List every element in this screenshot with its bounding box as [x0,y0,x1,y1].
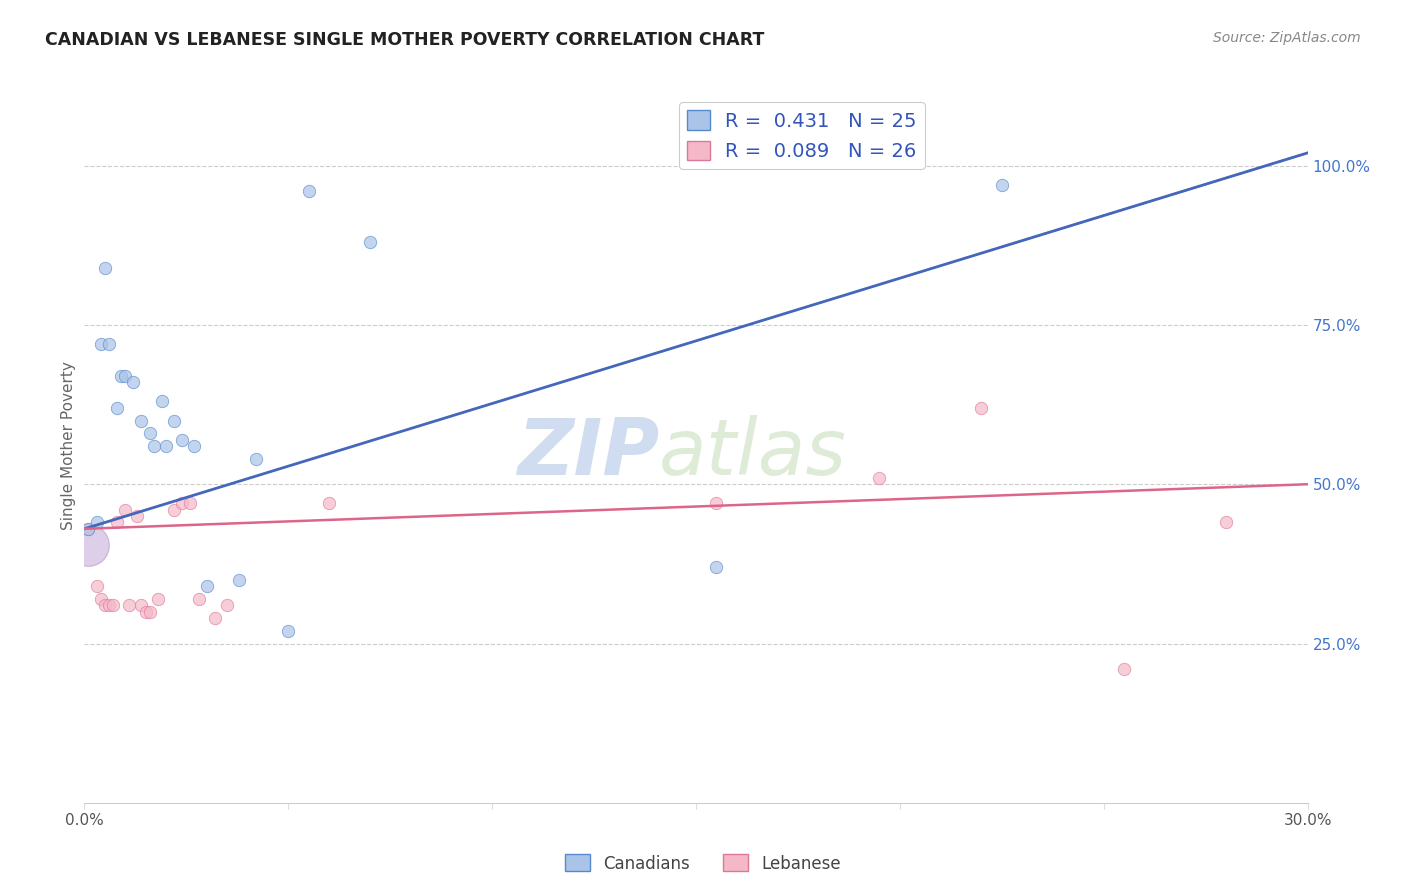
Point [150,394,173,409]
Point [146,591,169,606]
Point [277,624,299,638]
Point [991,178,1014,192]
Point [172,496,194,510]
Point [163,413,186,427]
Point [142,439,165,453]
Point [93,260,115,275]
Point [155,439,177,453]
Point [97,599,120,613]
Point [110,368,132,383]
Legend: R =  0.431   N = 25, R =  0.089   N = 26: R = 0.431 N = 25, R = 0.089 N = 26 [679,103,925,169]
Point [97,337,120,351]
Point [359,235,381,249]
Point [77,522,100,536]
Point [318,496,340,510]
Point [970,401,993,415]
Text: ZIP: ZIP [517,415,659,491]
Point [179,496,201,510]
Point [172,433,194,447]
Point [1114,662,1136,676]
Y-axis label: Single Mother Poverty: Single Mother Poverty [60,361,76,531]
Point [706,496,728,510]
Point [105,516,128,530]
Point [86,579,108,593]
Text: CANADIAN VS LEBANESE SINGLE MOTHER POVERTY CORRELATION CHART: CANADIAN VS LEBANESE SINGLE MOTHER POVER… [45,31,765,49]
Point [86,516,108,530]
Point [114,502,136,516]
Point [77,522,100,536]
Legend: Canadians, Lebanese: Canadians, Lebanese [558,847,848,880]
Point [105,401,128,415]
Point [183,439,205,453]
Point [118,599,141,613]
Text: atlas: atlas [659,415,848,491]
Point [869,471,891,485]
Point [228,573,250,587]
Point [114,368,136,383]
Point [131,413,153,427]
Point [204,611,226,625]
Point [138,605,160,619]
Point [706,560,728,574]
Point [217,599,239,613]
Point [90,337,112,351]
Point [77,538,100,552]
Point [101,599,124,613]
Point [187,591,209,606]
Point [138,426,160,441]
Point [1215,516,1237,530]
Text: Source: ZipAtlas.com: Source: ZipAtlas.com [1213,31,1361,45]
Point [122,376,145,390]
Point [93,599,115,613]
Point [127,509,149,524]
Point [131,599,153,613]
Point [245,451,267,466]
Point [163,502,186,516]
Point [90,591,112,606]
Point [298,184,321,198]
Point [195,579,218,593]
Point [135,605,157,619]
